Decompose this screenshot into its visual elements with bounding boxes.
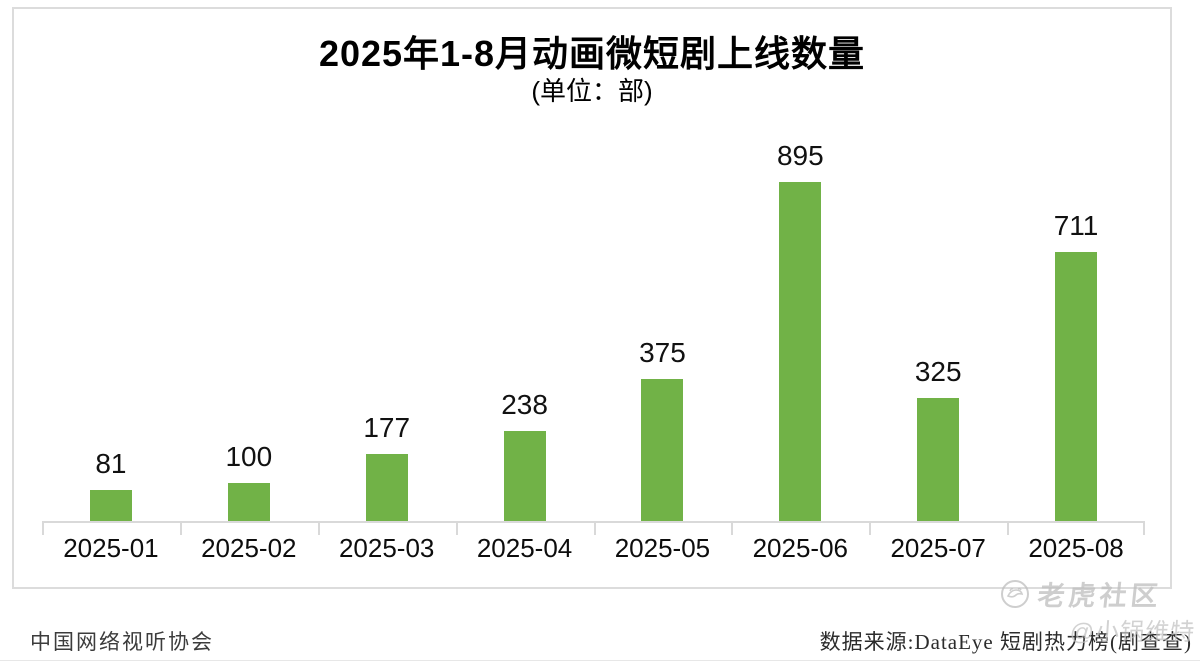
axis-tick: [317, 523, 320, 535]
x-axis-label: 2025-01: [63, 533, 159, 563]
x-axis-label: 2025-03: [338, 533, 435, 563]
x-axis-label: 2025-08: [1028, 533, 1124, 563]
footer-source-left: 中国网络视听协会: [30, 630, 214, 654]
axis-tick: [1143, 523, 1145, 535]
x-axis-label: 2025-07: [890, 533, 986, 563]
x-axis-line: [42, 521, 1145, 535]
axis-tick: [731, 523, 734, 535]
chart-title: 2025年1-8月动画微短剧上线数量: [318, 33, 866, 74]
bar-value-label: 711: [1053, 209, 1099, 241]
bar-column: 81: [42, 81, 180, 521]
axis-tick: [1007, 523, 1010, 535]
bar-value-label: 100: [225, 441, 273, 473]
bar: [779, 182, 822, 521]
chart-subtitle: (单位：部): [531, 76, 653, 106]
bar-value-label: 81: [95, 448, 127, 480]
axis-tick: [179, 523, 182, 535]
chart-frame: 2025年1-8月动画微短剧上线数量 (单位：部) 81 100 177 238 375…: [12, 7, 1172, 589]
bar-column: 895: [731, 81, 869, 521]
footer-source-right: 数据来源:DataEye 短剧热力榜(剧查查): [819, 630, 1192, 654]
bar-column: 711: [1007, 81, 1145, 521]
x-axis-labels-row: 2025-01 2025-02 2025-03 2025-04 2025-05 2025-…: [42, 533, 1145, 564]
x-axis-label: 2025-04: [476, 533, 573, 563]
bar-value-label: 895: [776, 140, 824, 171]
bar-value-label: 177: [363, 411, 411, 443]
bar: [89, 490, 132, 521]
axis-tick: [869, 523, 872, 535]
bar-column: 100: [180, 81, 318, 521]
bar-value-label: 238: [501, 388, 548, 420]
axis-tick: [593, 523, 596, 535]
bar-column: 238: [456, 81, 594, 521]
axis-tick: [455, 523, 458, 535]
bar: [503, 430, 546, 521]
bar: [917, 397, 960, 521]
bar-value-label: 375: [639, 336, 686, 368]
bar: [365, 453, 408, 521]
x-axis-label: 2025-02: [201, 533, 297, 563]
bar: [227, 483, 270, 521]
plot-area: 81 100 177 238 375 895 325 711: [42, 81, 1145, 521]
x-axis-label: 2025-06: [752, 533, 849, 563]
bar: [641, 378, 684, 521]
bar-column: 177: [318, 81, 456, 521]
bar-value-label: 325: [914, 355, 962, 387]
bar-column: 375: [594, 81, 732, 521]
bar-column: 325: [869, 81, 1007, 521]
bar: [1055, 251, 1098, 521]
bottom-divider: [0, 660, 1200, 661]
axis-tick: [42, 523, 44, 535]
x-axis-label: 2025-05: [614, 533, 711, 563]
